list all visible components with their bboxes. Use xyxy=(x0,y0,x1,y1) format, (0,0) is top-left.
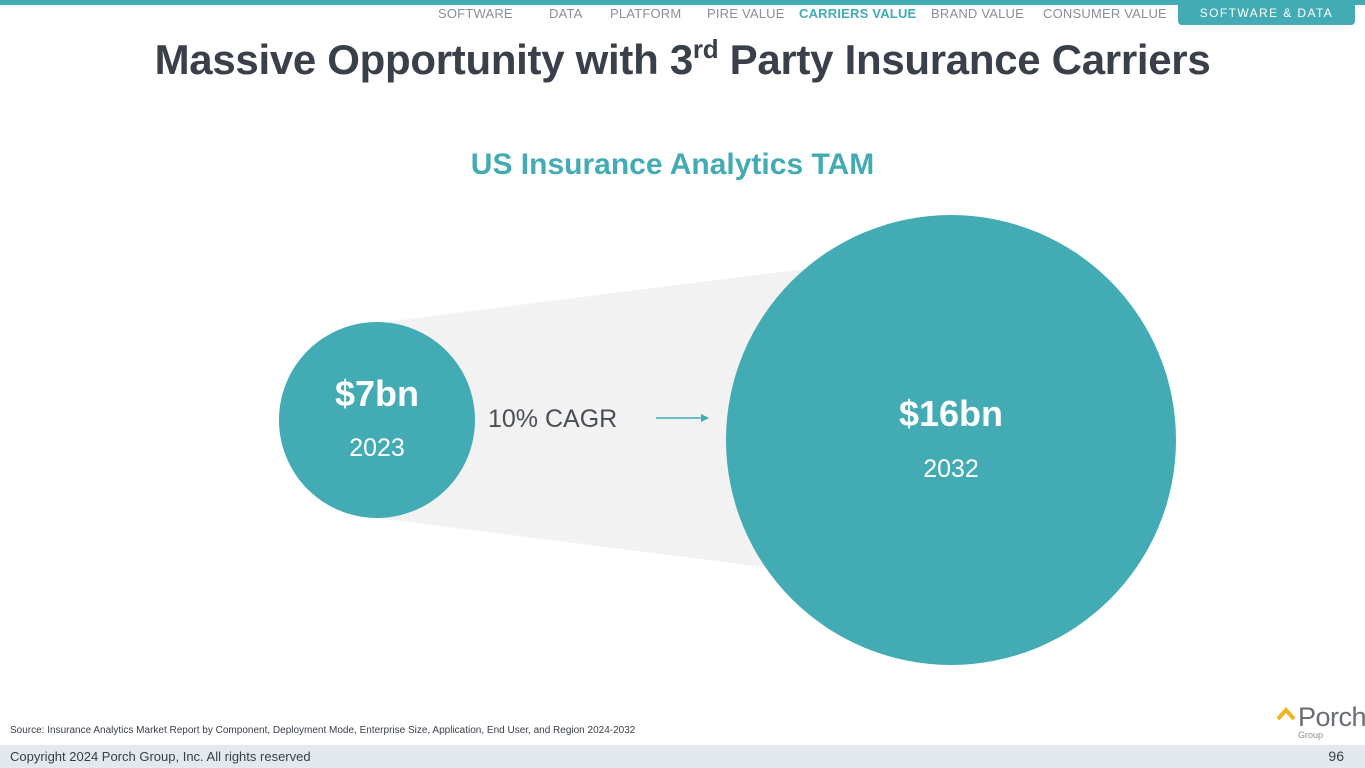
title-suffix: Party Insurance Carriers xyxy=(718,36,1211,83)
logo-subtext: Group xyxy=(1298,730,1324,740)
cagr-label: 10% CAGR xyxy=(488,405,618,433)
bubble-2032-year: 2032 xyxy=(923,455,979,483)
bubble-2023-year: 2023 xyxy=(349,434,405,462)
page-title: Massive Opportunity with 3rd Party Insur… xyxy=(0,36,1365,84)
growth-arrow-icon xyxy=(701,414,709,422)
title-prefix: Massive Opportunity with 3 xyxy=(154,36,694,83)
nav-item-brand-value[interactable]: BRAND VALUE xyxy=(931,6,1024,21)
nav-item-carriers-value[interactable]: CARRIERS VALUE xyxy=(799,6,917,21)
logo-wordmark: Porch xyxy=(1298,702,1365,732)
source-note: Source: Insurance Analytics Market Repor… xyxy=(10,725,636,736)
chart-title: US Insurance Analytics TAM xyxy=(470,148,875,181)
nav-item-pire-value[interactable]: PIRE VALUE xyxy=(707,6,785,21)
nav-item-consumer-value[interactable]: CONSUMER VALUE xyxy=(1043,6,1167,21)
roof-icon xyxy=(1276,706,1296,721)
section-pill-software-data[interactable]: SOFTWARE & DATA xyxy=(1178,5,1355,25)
top-accent-bar xyxy=(0,0,1365,5)
bubble-2032 xyxy=(726,215,1176,665)
bubble-2023 xyxy=(279,322,475,518)
copyright-text: Copyright 2024 Porch Group, Inc. All rig… xyxy=(10,749,311,764)
page-number: 96 xyxy=(1328,748,1344,764)
nav-item-platform[interactable]: PLATFORM xyxy=(610,6,682,21)
section-nav: SOFTWARE DATA PLATFORM PIRE VALUE CARRIE… xyxy=(0,5,1365,25)
bubble-2023-value: $7bn xyxy=(334,373,420,414)
bubble-2032-value: $16bn xyxy=(898,393,1004,434)
title-superscript: rd xyxy=(692,34,719,64)
nav-item-software[interactable]: SOFTWARE xyxy=(438,6,513,21)
footer-bar: Copyright 2024 Porch Group, Inc. All rig… xyxy=(0,745,1365,768)
nav-item-data[interactable]: DATA xyxy=(549,6,583,21)
growth-funnel xyxy=(377,268,812,568)
porch-group-logo: Porch Group xyxy=(1276,700,1365,742)
